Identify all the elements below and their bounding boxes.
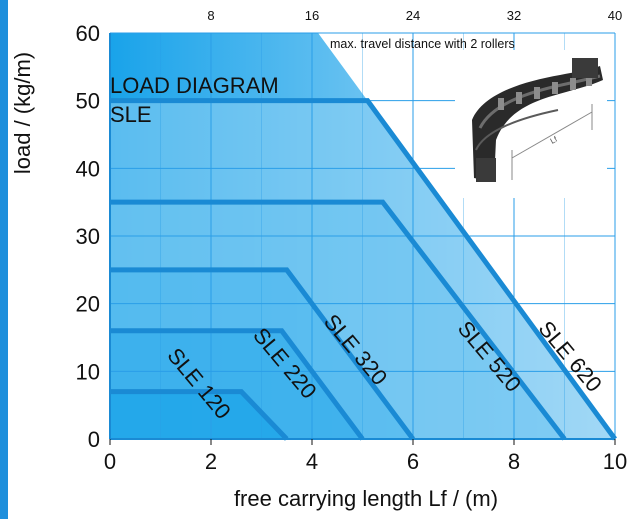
- series-lines: [110, 98, 618, 441]
- top-axis-tick-label: 32: [507, 8, 521, 23]
- top-axis-tick-label: 16: [305, 8, 319, 23]
- series-line-sle-520: [110, 199, 567, 441]
- y-tick-label: 60: [76, 21, 100, 46]
- x-tick-label: 4: [306, 449, 318, 474]
- y-tick-label: 50: [76, 89, 100, 114]
- y-tick-label: 10: [76, 359, 100, 384]
- y-tick-label: 40: [76, 156, 100, 181]
- x-tick-label: 8: [508, 449, 520, 474]
- series-line-sle-120: [110, 389, 289, 441]
- chart-title-line-2: SLE: [110, 102, 152, 127]
- series-line-sle-620: [110, 98, 618, 441]
- chart-title-line-1: LOAD DIAGRAM: [110, 73, 279, 98]
- series-line-sle-220: [110, 328, 365, 441]
- top-axis-tick-label: 24: [406, 8, 420, 23]
- x-tick-label: 0: [104, 449, 116, 474]
- y-tick-label: 20: [76, 292, 100, 317]
- y-tick-label: 30: [76, 224, 100, 249]
- x-tick-label: 2: [205, 449, 217, 474]
- top-axis-label: max. travel distance with 2 rollers: [330, 37, 515, 51]
- x-axis-label: free carrying length Lf / (m): [234, 486, 498, 511]
- inset-lf-label: Lf: [549, 134, 560, 145]
- y-axis-label: load / (kg/m): [10, 52, 35, 174]
- x-tick-label: 6: [407, 449, 419, 474]
- y-tick-label: 0: [88, 427, 100, 452]
- x-tick-label: 10: [603, 449, 627, 474]
- top-axis-tick-label: 40: [608, 8, 622, 23]
- cable-carrier-photo: Lf: [455, 50, 607, 198]
- left-accent-stripe: [0, 0, 8, 519]
- region-sle-120: [110, 391, 287, 439]
- series-line-sle-320: [110, 267, 416, 441]
- top-axis-tick-label: 8: [207, 8, 214, 23]
